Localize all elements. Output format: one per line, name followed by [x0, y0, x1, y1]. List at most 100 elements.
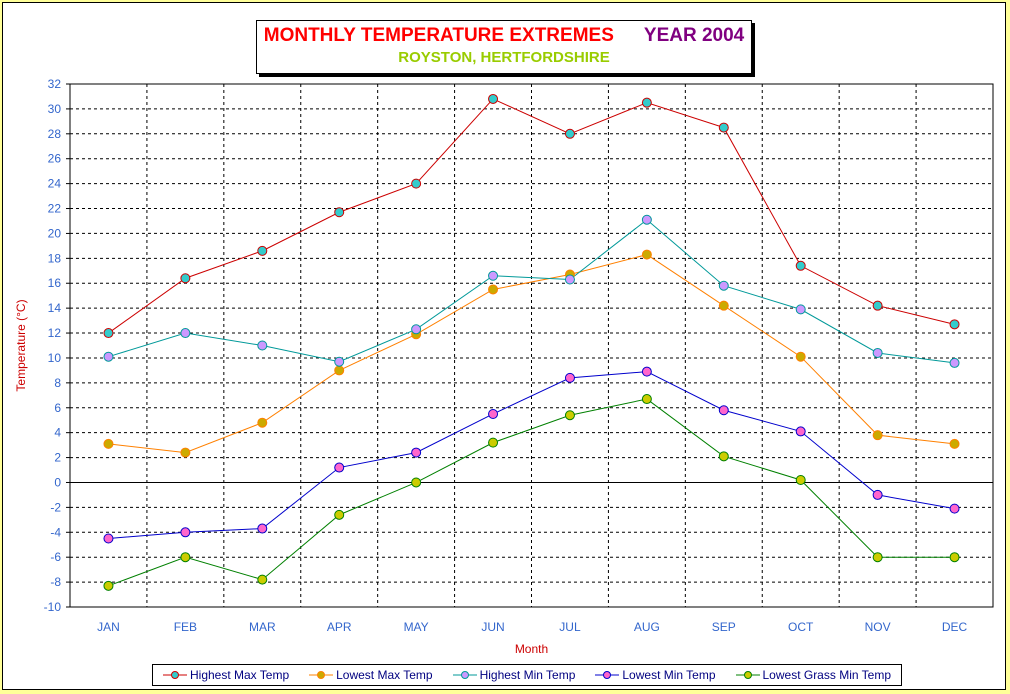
series-1-point: [103, 438, 114, 449]
legend-key: [595, 671, 620, 679]
y-tick-label: 4: [54, 426, 61, 440]
y-tick-label: -4: [50, 525, 61, 539]
series-0-point: [795, 260, 806, 271]
legend-key-marker: [460, 671, 469, 679]
series-3-point: [334, 462, 345, 473]
series-0-point: [949, 319, 960, 330]
legend-key: [735, 671, 760, 679]
series-2-point: [334, 356, 345, 367]
chart-title-box: MONTHLY TEMPERATURE EXTREMES YEAR 2004 RO…: [256, 20, 752, 74]
series-3-point: [411, 447, 422, 458]
series-3-point: [103, 533, 114, 544]
series-3-point: [949, 503, 960, 514]
x-tick-label: MAR: [249, 620, 276, 634]
series-0-point: [564, 128, 575, 139]
legend-item: Lowest Grass Min Temp: [735, 668, 892, 682]
y-tick-label: 22: [48, 202, 62, 216]
legend-key-marker: [317, 671, 326, 679]
y-tick-label: 24: [48, 177, 62, 191]
legend-label: Highest Max Temp: [189, 668, 290, 682]
y-tick-label: 12: [48, 326, 62, 340]
series-1-point: [257, 417, 268, 428]
chart-title: MONTHLY TEMPERATURE EXTREMES: [263, 25, 614, 46]
series-4-point: [411, 477, 422, 488]
series-0-point: [641, 97, 652, 108]
y-tick-label: 6: [54, 401, 61, 415]
series-4-point: [103, 580, 114, 591]
series-1-point: [180, 447, 191, 458]
series-1-point: [949, 438, 960, 449]
series-0-point: [872, 300, 883, 311]
series-3-point: [488, 408, 499, 419]
series-4-point: [718, 451, 729, 462]
x-tick-label: AUG: [634, 620, 660, 634]
series-1-point: [334, 365, 345, 376]
legend-label: Highest Min Temp: [479, 668, 576, 682]
y-tick-label: -10: [44, 600, 62, 614]
series-4-point: [564, 410, 575, 421]
series-0-point: [411, 178, 422, 189]
legend-item: Lowest Max Temp: [309, 668, 433, 682]
x-tick-label: NOV: [865, 620, 891, 634]
series-4-point: [334, 509, 345, 520]
series-4-point: [795, 474, 806, 485]
legend-item: Highest Max Temp: [162, 668, 290, 682]
series-4-point: [180, 552, 191, 563]
series-line-3: [108, 371, 955, 540]
y-tick-label: 10: [48, 351, 62, 365]
series-0-point: [103, 328, 114, 339]
series-3-point: [180, 527, 191, 538]
series-4-point: [488, 437, 499, 448]
y-tick-label: 28: [48, 127, 62, 141]
series-line-2: [108, 219, 955, 364]
series-1-point: [872, 430, 883, 441]
x-tick-label: MAY: [404, 620, 429, 634]
x-tick-label: SEP: [712, 620, 736, 634]
series-line-0: [108, 98, 955, 334]
series-line-4: [108, 398, 955, 587]
series-0-point: [334, 207, 345, 218]
y-tick-label: -8: [50, 575, 61, 589]
series-2-point: [718, 280, 729, 291]
x-tick-label: FEB: [174, 620, 197, 634]
y-tick-label: 26: [48, 152, 62, 166]
series-0-point: [488, 93, 499, 104]
x-axis-title: Month: [515, 642, 548, 656]
series-2-point: [180, 328, 191, 339]
series-2-point: [103, 351, 114, 362]
legend-label: Lowest Max Temp: [336, 668, 433, 682]
y-tick-label: -6: [50, 550, 61, 564]
series-0-point: [257, 245, 268, 256]
y-tick-label: 14: [48, 301, 62, 315]
legend-key: [452, 671, 477, 679]
series-2-point: [257, 340, 268, 351]
x-tick-label: OCT: [788, 620, 814, 634]
legend-item: Highest Min Temp: [452, 668, 576, 682]
legend-key-marker: [743, 671, 752, 679]
legend-key-marker: [170, 671, 179, 679]
series-2-point: [488, 270, 499, 281]
legend-label: Lowest Min Temp: [622, 668, 716, 682]
plot-area: [69, 83, 994, 608]
legend-label: Lowest Grass Min Temp: [762, 668, 892, 682]
x-tick-label: JUL: [559, 620, 581, 634]
y-tick-label: 30: [48, 102, 62, 116]
series-2-point: [411, 324, 422, 335]
title-line: MONTHLY TEMPERATURE EXTREMES YEAR 2004: [257, 25, 751, 47]
legend: Highest Max Temp Lowest Max Temp Highest M…: [152, 664, 902, 686]
series-1-point: [795, 351, 806, 362]
series-4-point: [872, 552, 883, 563]
legend-key: [162, 671, 187, 679]
series-1-point: [641, 249, 652, 260]
series-1-point: [488, 284, 499, 295]
series-3-point: [872, 489, 883, 500]
chart-subtitle: ROYSTON, HERTFORDSHIRE: [398, 49, 610, 66]
series-3-point: [795, 426, 806, 437]
y-axis-title: Temperature (°C): [14, 299, 28, 391]
series-2-point: [872, 347, 883, 358]
series-4-point: [257, 574, 268, 585]
y-tick-label: 18: [48, 251, 62, 265]
legend-key-marker: [603, 671, 612, 679]
series-1-point: [718, 300, 729, 311]
series-0-point: [180, 273, 191, 284]
